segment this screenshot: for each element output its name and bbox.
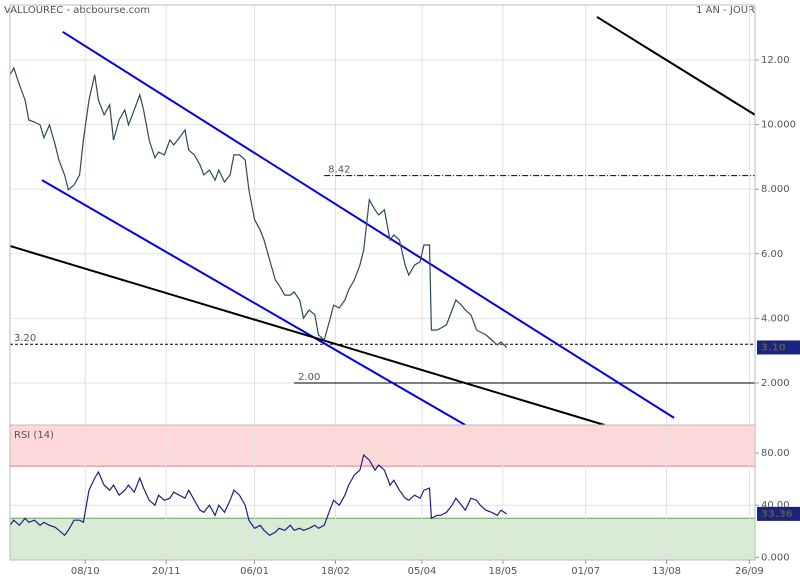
- x-tick-label: 18/05: [488, 566, 517, 577]
- y-tick-label: 10.000: [761, 120, 796, 131]
- level-label: 3.20: [14, 333, 36, 344]
- x-tick-label: 01/07: [571, 566, 600, 577]
- trendline: [62, 30, 675, 419]
- y-tick-label: 6.00: [761, 249, 783, 260]
- chart-title: VALLOUREC - abcbourse.com: [4, 5, 150, 16]
- y-tick-label: 8.000: [761, 184, 790, 195]
- zone: [10, 518, 755, 560]
- trendline: [596, 16, 755, 116]
- x-tick-label: 05/04: [408, 566, 437, 577]
- x-tick-label: 18/02: [321, 566, 350, 577]
- zone: [10, 425, 755, 467]
- series-line: [10, 66, 508, 348]
- y-tick-label: 2.000: [761, 378, 790, 389]
- x-tick-label: 08/10: [71, 566, 100, 577]
- y-tick-label: 12.00: [761, 55, 790, 66]
- last-value-box: [757, 506, 800, 521]
- level-label: 8.42: [328, 165, 350, 176]
- last-value-label: 33.36: [761, 509, 793, 520]
- level-label: 2.00: [298, 372, 320, 383]
- x-tick-label: 20/11: [152, 566, 181, 577]
- y-tick-label: 80.00: [761, 448, 790, 459]
- x-tick-label: 26/09: [735, 566, 764, 577]
- x-tick-label: 06/01: [240, 566, 269, 577]
- x-tick-label: 13/08: [652, 566, 681, 577]
- last-value-label: 3.10: [761, 342, 786, 353]
- panel-title: RSI (14): [14, 430, 54, 441]
- y-tick-label: 0.000: [761, 552, 790, 563]
- panel: [10, 5, 755, 425]
- panel-frame: [9, 424, 756, 561]
- y-tick-label: 4.000: [761, 313, 790, 324]
- trendline: [10, 245, 605, 425]
- last-value-box: [757, 340, 800, 355]
- series-line: [10, 453, 508, 537]
- trendline: [41, 179, 466, 425]
- y-tick-label: 40.00: [761, 500, 790, 511]
- chart-subtitle: 1 AN - JOUR: [696, 5, 755, 16]
- panel: [10, 425, 755, 560]
